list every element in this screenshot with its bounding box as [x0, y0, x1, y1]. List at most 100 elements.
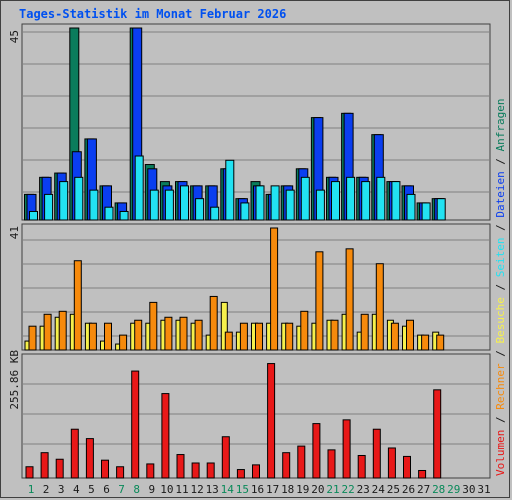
legend-sep-2: /	[494, 344, 507, 364]
bar-rechner	[194, 319, 203, 351]
bar-volumen	[387, 447, 396, 479]
x-tick-label: 12	[190, 483, 203, 496]
x-tick-label: 29	[447, 483, 460, 496]
bar-seiten	[285, 189, 295, 221]
bar-volumen	[146, 463, 155, 479]
bar-rechner	[270, 227, 279, 351]
x-tick-label: 28	[432, 483, 445, 496]
bar-seiten	[421, 202, 431, 221]
bar-seiten	[225, 159, 235, 221]
x-tick-label: 22	[341, 483, 354, 496]
bar-rechner	[315, 251, 324, 351]
x-axis-labels: 1 2 3 4 5 6 7 8 9 10 11 12 13 14 15 16 17 18 19 20 21 22 23 24 2…	[28, 483, 491, 496]
bar-rechner	[375, 263, 384, 351]
bar-seiten	[195, 198, 205, 221]
bar-volumen	[101, 459, 109, 479]
y-max-label-bottom: 255.86 KB	[8, 350, 21, 410]
x-tick-label: 2	[43, 483, 50, 496]
bar-volumen	[433, 389, 442, 479]
bar-volumen	[327, 449, 336, 479]
chart-bars	[24, 27, 446, 479]
x-tick-label: 30	[462, 483, 475, 496]
x-tick-label: 5	[88, 483, 95, 496]
bar-volumen	[206, 462, 215, 479]
bar-seiten	[331, 181, 340, 221]
bar-volumen	[372, 428, 381, 479]
legend-seiten: Seiten	[494, 238, 507, 278]
bar-rechner	[73, 260, 82, 351]
bar-volumen	[342, 419, 351, 479]
x-tick-label: 3	[58, 483, 65, 496]
x-tick-label: 16	[251, 483, 264, 496]
x-tick-label: 7	[118, 483, 125, 496]
x-tick-label: 8	[133, 483, 140, 496]
x-tick-label: 15	[236, 483, 249, 496]
bar-seiten	[134, 155, 144, 221]
bar-rechner	[134, 319, 143, 351]
x-tick-label: 18	[281, 483, 294, 496]
bar-seiten	[346, 176, 356, 221]
bar-rechner	[360, 313, 369, 351]
bar-rechner	[104, 322, 112, 351]
bar-volumen	[357, 454, 366, 479]
bar-volumen	[176, 454, 185, 479]
bar-rechner	[88, 322, 97, 351]
legend-volumen: Volumen	[494, 430, 507, 476]
bar-seiten	[210, 206, 220, 221]
bar-seiten	[119, 210, 129, 221]
x-tick-label: 23	[357, 483, 370, 496]
x-tick-label: 24	[372, 483, 386, 496]
legend-rechner: Rechner	[494, 363, 507, 410]
bar-seiten	[255, 185, 265, 221]
bar-seiten	[104, 206, 114, 221]
x-tick-label: 10	[160, 483, 173, 496]
legend-besuche: Besuche	[494, 297, 507, 343]
bar-seiten	[59, 181, 69, 221]
bar-rechner	[406, 319, 414, 351]
bar-volumen	[40, 452, 49, 479]
bar-seiten	[44, 193, 54, 221]
bar-volumen	[236, 469, 245, 479]
legend-anfragen: Anfragen	[494, 98, 507, 151]
bar-rechner	[345, 248, 354, 351]
bar-rechner	[285, 322, 294, 351]
x-tick-label: 27	[417, 483, 430, 496]
panel-3	[21, 353, 491, 479]
x-tick-label: 1	[28, 483, 35, 496]
bar-volumen	[418, 469, 427, 479]
bar-rechner	[28, 325, 37, 351]
bar-seiten	[406, 193, 416, 221]
y-max-label-middle: 41	[8, 226, 21, 239]
chart-title: Tages-Statistik im Monat Februar 2026	[19, 7, 287, 21]
bar-rechner	[390, 322, 399, 351]
bar-seiten	[391, 181, 401, 221]
y-max-label-top: 45	[8, 30, 21, 43]
bar-rechner	[224, 331, 233, 351]
bar-rechner	[255, 322, 263, 351]
bar-volumen	[297, 445, 306, 479]
bar-seiten	[89, 189, 99, 221]
bar-volumen	[131, 370, 140, 479]
bar-rechner	[164, 316, 173, 351]
bar-seiten	[315, 189, 325, 221]
bar-volumen	[55, 458, 64, 479]
bar-volumen	[191, 462, 200, 479]
bar-volumen	[312, 423, 321, 479]
x-tick-label: 6	[103, 483, 110, 496]
x-tick-label: 31	[477, 483, 490, 496]
x-tick-label: 11	[175, 483, 188, 496]
legend-sep-5: /	[494, 151, 507, 171]
bar-volumen	[70, 428, 79, 479]
bar-rechner	[436, 334, 445, 351]
bar-volumen	[252, 464, 260, 479]
bar-seiten	[240, 202, 250, 221]
bar-seiten	[376, 176, 386, 221]
bar-volumen	[25, 466, 34, 479]
bar-rechner	[179, 316, 188, 351]
x-tick-label: 19	[296, 483, 309, 496]
bar-seiten	[164, 189, 174, 221]
bar-volumen	[267, 363, 276, 479]
x-tick-label: 4	[73, 483, 80, 496]
